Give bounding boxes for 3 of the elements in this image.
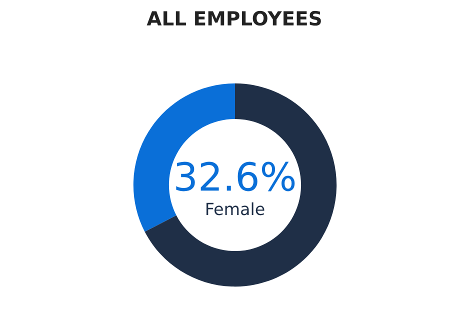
slice-label: Female bbox=[206, 202, 264, 216]
chart-title: ALL EMPLOYEES bbox=[146, 10, 321, 26]
data-label: 32.6% bbox=[176, 162, 295, 192]
